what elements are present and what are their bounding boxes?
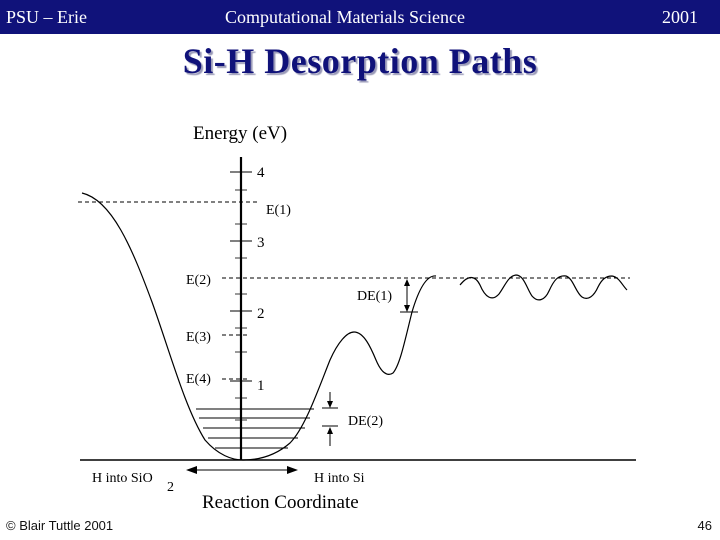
de2-lower-arrowhead (327, 427, 333, 434)
tick-label-4: 4 (257, 165, 265, 181)
reaction-arrowhead-left (186, 466, 197, 474)
reaction-arrowhead-right (287, 466, 298, 474)
copyright-footer: © Blair Tuttle 2001 (6, 518, 114, 533)
reaction-coordinate-label: Reaction Coordinate (202, 492, 359, 513)
header-year: 2001 (662, 7, 698, 27)
oscillating-curve (459, 274, 628, 301)
header-bar (0, 0, 720, 34)
page-number: 46 (697, 518, 712, 533)
de1-arrowhead-bottom (404, 305, 410, 312)
potential-energy-curve (81, 192, 437, 461)
left-path-label-subscript: 2 (167, 480, 174, 495)
barrier-label-de2: DE(2) (348, 414, 383, 429)
left-path-label: H into SiO (92, 471, 153, 486)
level-label-e1: E(1) (266, 203, 291, 218)
barrier-label-de1: DE(1) (357, 289, 392, 304)
level-label-e3: E(3) (186, 330, 211, 345)
energy-axis-title: Energy (eV) (193, 123, 287, 144)
tick-label-1: 1 (257, 378, 265, 394)
de1-arrowhead-top (404, 279, 410, 286)
header-left-text: PSU – Erie (6, 7, 87, 27)
slide-title: Si-H Desorption Paths (182, 41, 538, 81)
header-course-title: Computational Materials Science (225, 7, 465, 27)
tick-label-3: 3 (257, 235, 265, 251)
level-label-e2: E(2) (186, 273, 211, 288)
right-path-label: H into Si (314, 471, 365, 486)
de2-upper-arrowhead (327, 401, 333, 408)
tick-label-2: 2 (257, 306, 265, 322)
level-label-e4: E(4) (186, 372, 211, 387)
